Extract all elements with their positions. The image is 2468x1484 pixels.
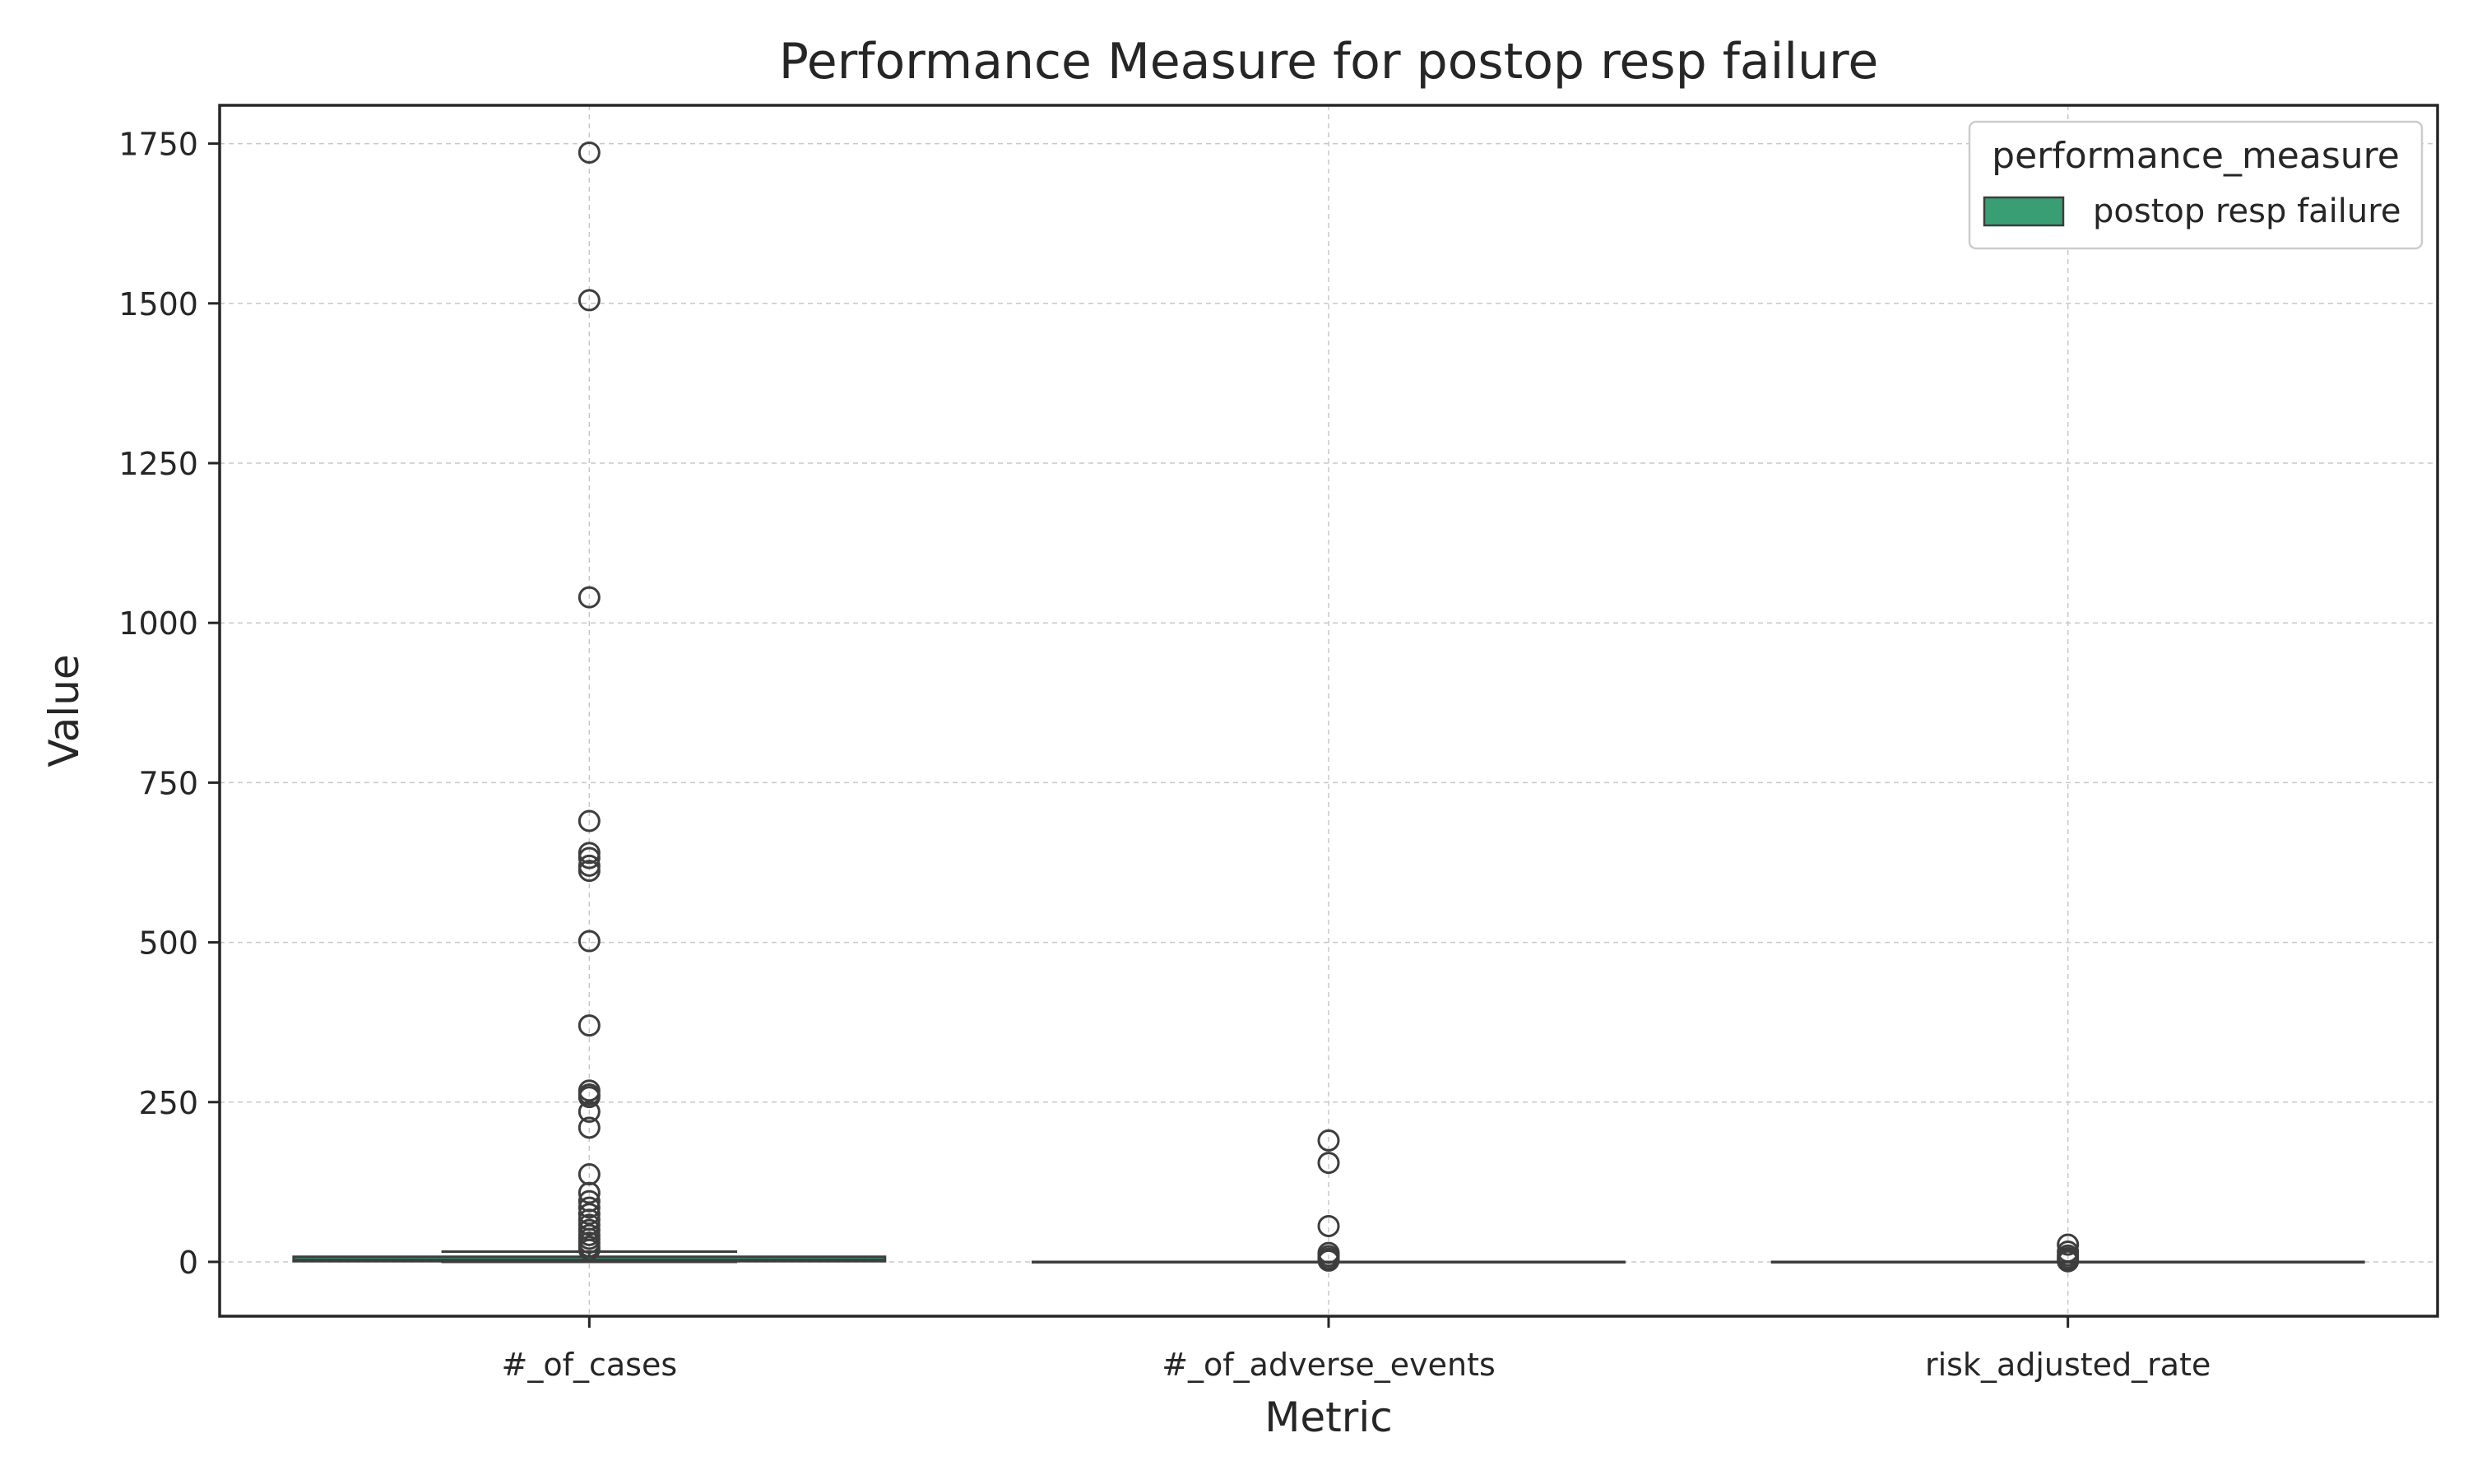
y-tick-label: 250	[138, 1085, 198, 1121]
outlier-point	[578, 1238, 601, 1261]
outlier-point	[578, 1196, 601, 1219]
y-axis-ticks: 0 250 500 750 1000 1250 1500 1750	[118, 127, 220, 1281]
outlier-point	[578, 842, 601, 865]
legend: performance_measure postop resp failure	[1968, 120, 2424, 250]
outlier-point	[578, 930, 601, 953]
outlier-point	[578, 1100, 601, 1123]
box-#_of_cases	[292, 141, 887, 1264]
box-#_of_adverse_events	[1032, 1129, 1626, 1272]
legend-frame	[1968, 120, 2424, 250]
y-tick-label: 1250	[118, 446, 198, 482]
outlier-point	[578, 1213, 601, 1236]
y-tick-label: 1000	[118, 605, 198, 642]
legend-entry-label: postop resp failure	[2093, 192, 2401, 230]
outlier-point	[1317, 1214, 1340, 1237]
outlier-point	[1317, 1152, 1340, 1175]
outlier-point	[1317, 1249, 1340, 1272]
outlier-point	[578, 860, 601, 883]
outlier-point	[578, 846, 601, 870]
box-risk_adjusted_rate	[1770, 1233, 2365, 1273]
outlier-point	[578, 289, 601, 312]
outlier-point	[2057, 1250, 2080, 1273]
y-tick-label: 750	[138, 765, 198, 801]
outlier-point	[578, 1014, 601, 1037]
y-tick-label: 0	[179, 1245, 198, 1281]
outlier-point	[578, 1116, 601, 1139]
gridlines	[220, 105, 2438, 1316]
legend-title: performance_measure	[1992, 135, 2400, 177]
outlier-point	[1317, 1129, 1340, 1152]
legend-swatch	[1983, 196, 2065, 227]
x-tick-label: #_of_adverse_events	[1162, 1347, 1496, 1383]
box-group	[292, 141, 2365, 1273]
outlier-point	[578, 1181, 601, 1204]
y-tick-label: 1500	[118, 286, 198, 322]
outlier-point	[578, 1086, 601, 1109]
chart-title: Performance Measure for postop resp fail…	[779, 33, 1879, 90]
x-axis-ticks: #_of_cases #_of_adverse_events risk_adjust…	[502, 1316, 2211, 1383]
outlier-point	[578, 586, 601, 609]
y-axis-label: Value	[40, 654, 88, 767]
y-tick-label: 500	[138, 925, 198, 962]
x-axis-label: Metric	[1264, 1394, 1392, 1441]
outlier-point	[578, 1203, 601, 1226]
outlier-point	[2057, 1233, 2080, 1256]
x-tick-label: risk_adjusted_rate	[1925, 1347, 2211, 1383]
outlier-point	[578, 854, 601, 877]
outlier-point	[578, 809, 601, 832]
outlier-point	[578, 141, 601, 164]
y-tick-label: 1750	[118, 127, 198, 163]
x-tick-label: #_of_cases	[502, 1347, 678, 1383]
